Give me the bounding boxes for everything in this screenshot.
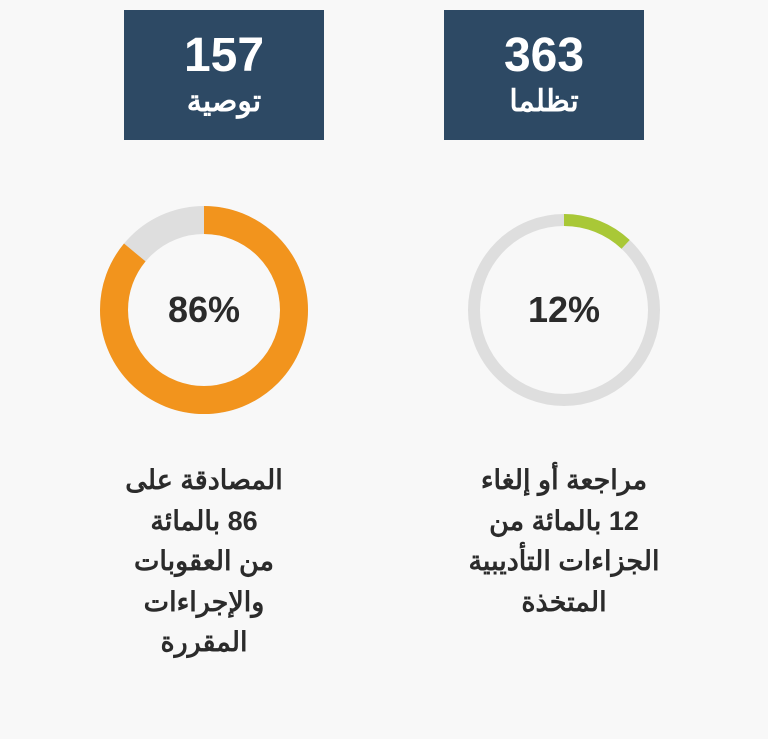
donut-col-review: 12% مراجعة أو إلغاء12 بالمائة منالجزاءات…	[434, 190, 694, 663]
donut-center-label-review: 12%	[528, 289, 600, 331]
stat-label-left: توصية	[187, 84, 261, 119]
donut-charts-row: 12% مراجعة أو إلغاء12 بالمائة منالجزاءات…	[40, 190, 728, 663]
donut-col-approval: 86% المصادقة على86 بالمائةمن العقوباتوال…	[74, 190, 334, 663]
infographic-container: 363 تظلما 157 توصية 12% مراجعة أو إلغاء1…	[0, 0, 768, 739]
stat-boxes-row: 363 تظلما 157 توصية	[40, 10, 728, 140]
stat-number-right: 363	[504, 32, 584, 80]
stat-label-right: تظلما	[509, 84, 578, 119]
donut-caption-approval: المصادقة على86 بالمائةمن العقوباتوالإجرا…	[94, 460, 314, 663]
stat-box-recommendations: 157 توصية	[124, 10, 324, 140]
donut-center-label-approval: 86%	[168, 289, 240, 331]
donut-chart-approval: 86%	[84, 190, 324, 430]
donut-chart-review: 12%	[444, 190, 684, 430]
stat-number-left: 157	[184, 32, 264, 80]
stat-box-grievances: 363 تظلما	[444, 10, 644, 140]
donut-caption-review: مراجعة أو إلغاء12 بالمائة منالجزاءات الت…	[454, 460, 674, 622]
